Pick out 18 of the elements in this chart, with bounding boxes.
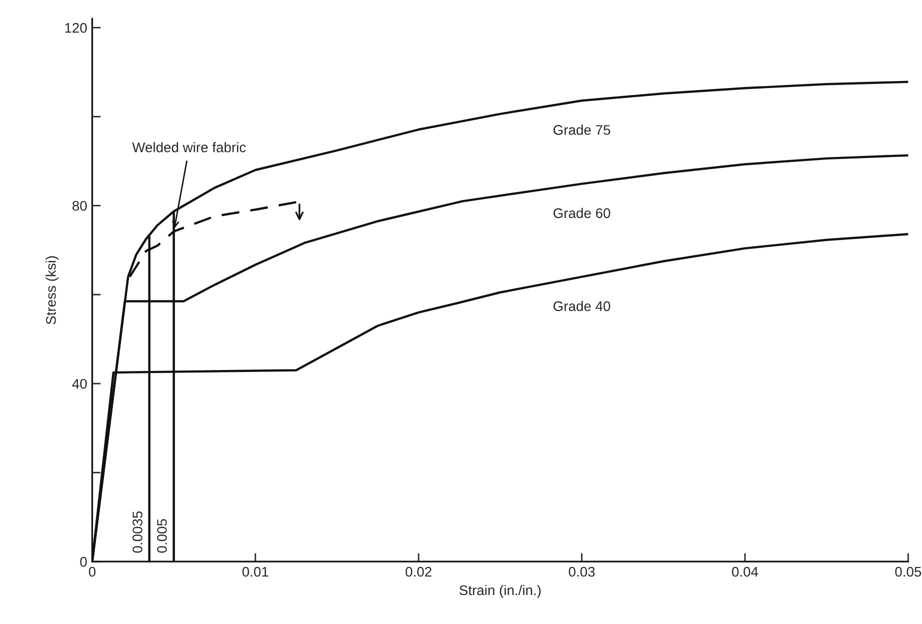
annotation: 0.0035	[132, 511, 142, 553]
series-label: Grade 60	[554, 208, 610, 218]
y-tick-label: 40	[72, 378, 87, 389]
x-tick-label: 0.01	[242, 566, 268, 577]
y-tick-label: 0	[80, 556, 87, 567]
series-label: Grade 75	[554, 124, 610, 135]
y-tick-label: 80	[72, 200, 87, 211]
text: Welded wire fabric	[132, 142, 246, 152]
x-tick-label: 0.05	[895, 566, 922, 577]
x-tick-label: 0.04	[732, 566, 758, 577]
y-tick-label: 120	[65, 22, 87, 33]
x-tick-label: 0	[88, 566, 96, 577]
x-tick-label: 0.03	[568, 566, 595, 577]
series-label: Grade 40	[554, 300, 610, 312]
y-axis-title: Stress (ksi)	[46, 256, 59, 324]
x-tick-label: 0.02	[406, 566, 432, 577]
annotation: 0.005	[157, 519, 167, 553]
x-axis-title: Strain (in./in.)	[460, 584, 541, 598]
